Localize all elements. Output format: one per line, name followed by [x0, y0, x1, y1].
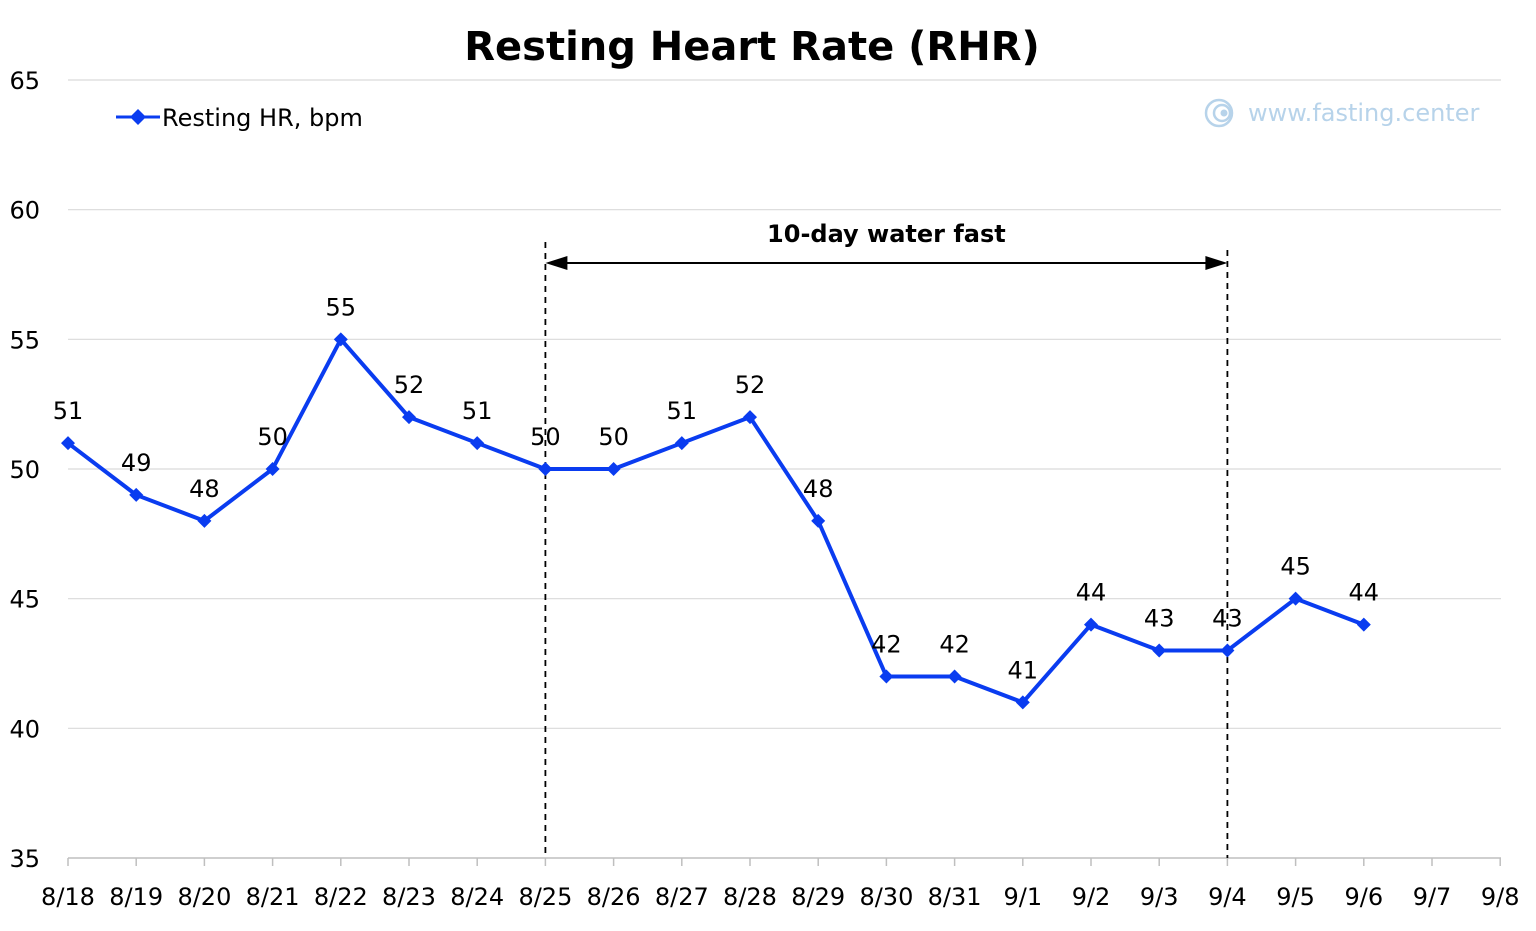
x-tick-label: 8/23	[382, 883, 436, 911]
data-label: 51	[462, 397, 493, 425]
data-label: 42	[939, 630, 970, 658]
legend-label: Resting HR, bpm	[162, 104, 363, 132]
diamond-marker-icon	[130, 109, 146, 125]
x-tick-label: 8/24	[450, 883, 504, 911]
y-tick-label: 65	[9, 67, 40, 95]
data-point	[1152, 643, 1167, 658]
x-tick-label: 9/4	[1208, 883, 1247, 911]
data-point	[265, 462, 280, 476]
x-tick-label: 9/2	[1072, 883, 1111, 911]
chart-title: Resting Heart Rate (RHR)	[464, 24, 1040, 70]
y-tick-label: 45	[9, 586, 40, 614]
grid-lines	[68, 79, 1501, 729]
data-point	[61, 436, 75, 451]
data-point	[1220, 643, 1235, 658]
data-label: 48	[189, 475, 220, 503]
arrow-left-icon	[545, 256, 568, 270]
x-tick-label: 8/25	[518, 883, 572, 911]
data-point	[947, 669, 962, 684]
data-point	[1015, 695, 1030, 710]
y-tick-label: 40	[9, 715, 40, 743]
data-point	[333, 332, 348, 347]
x-tick-label: 8/27	[655, 883, 709, 911]
data-label: 52	[735, 371, 766, 399]
series-line	[66, 337, 1365, 705]
x-tick-label: 8/30	[859, 883, 913, 911]
x-tick-label: 8/20	[177, 883, 231, 911]
watermark: www.fasting.center	[1204, 98, 1479, 128]
data-point	[470, 436, 485, 451]
data-label: 44	[1076, 579, 1107, 607]
data-label: 43	[1144, 605, 1175, 633]
data-point	[1288, 591, 1303, 606]
x-tick-label: 9/8	[1481, 883, 1520, 911]
data-point	[606, 462, 621, 476]
data-point	[1356, 617, 1371, 632]
y-tick-label: 55	[9, 326, 40, 354]
data-label: 50	[530, 423, 561, 451]
y-tick-label: 50	[9, 456, 40, 484]
data-label: 51	[667, 397, 698, 425]
x-tick-label: 8/19	[109, 883, 163, 911]
data-label: 55	[326, 293, 357, 321]
data-label: 52	[394, 371, 425, 399]
data-point	[811, 513, 826, 528]
data-label: 43	[1212, 605, 1243, 633]
fast-period-label: 10-day water fast	[767, 220, 1006, 248]
x-tick-label: 9/3	[1140, 883, 1179, 911]
y-tick-label: 60	[9, 197, 40, 225]
x-tick-label: 9/1	[1003, 883, 1042, 911]
data-label: 50	[598, 423, 629, 451]
data-label: 51	[53, 397, 84, 425]
y-tick-label: 35	[9, 845, 40, 873]
data-point	[674, 436, 689, 451]
y-axis-ticks: 35 40 45 50 55 60 65	[9, 67, 40, 873]
data-point	[1084, 617, 1098, 632]
x-tick-label: 8/29	[791, 883, 845, 911]
x-tick-label: 8/21	[246, 883, 300, 911]
data-point	[197, 513, 212, 528]
x-tick-label: 8/22	[314, 883, 368, 911]
data-label: 49	[121, 449, 152, 477]
x-axis: 8/18 8/19 8/20 8/21 8/22 8/23 8/24 8/25 8/26 8/27…	[41, 857, 1520, 911]
data-label: 50	[257, 423, 288, 451]
data-point	[402, 410, 416, 425]
data-labels: 51 49 48 50 55 52 51 50 50 51 52 48 42 42 41 44 43 43 45 44	[53, 293, 1379, 684]
arrow-right-icon	[1205, 256, 1228, 270]
data-point	[538, 462, 553, 476]
data-label: 41	[1008, 656, 1039, 684]
data-label: 45	[1280, 553, 1311, 581]
data-point	[743, 410, 757, 425]
legend: Resting HR, bpm	[116, 104, 363, 132]
x-tick-label: 9/6	[1344, 883, 1383, 911]
x-tick-label: 8/31	[928, 883, 982, 911]
fasting-center-logo-icon	[1204, 98, 1234, 128]
x-tick-label: 8/18	[41, 883, 95, 911]
data-point	[129, 487, 144, 502]
series-resting-hr	[61, 332, 1371, 710]
watermark-text: www.fasting.center	[1248, 99, 1479, 127]
data-point	[879, 669, 894, 684]
x-tick-label: 8/26	[587, 883, 641, 911]
x-tick-label: 9/7	[1413, 883, 1452, 911]
data-label: 44	[1349, 579, 1380, 607]
x-tick-label: 9/5	[1276, 883, 1315, 911]
data-label: 42	[871, 630, 902, 658]
data-label: 48	[803, 475, 834, 503]
fast-period-annotation: 10-day water fast	[544, 220, 1229, 858]
x-tick-label: 8/28	[723, 883, 777, 911]
